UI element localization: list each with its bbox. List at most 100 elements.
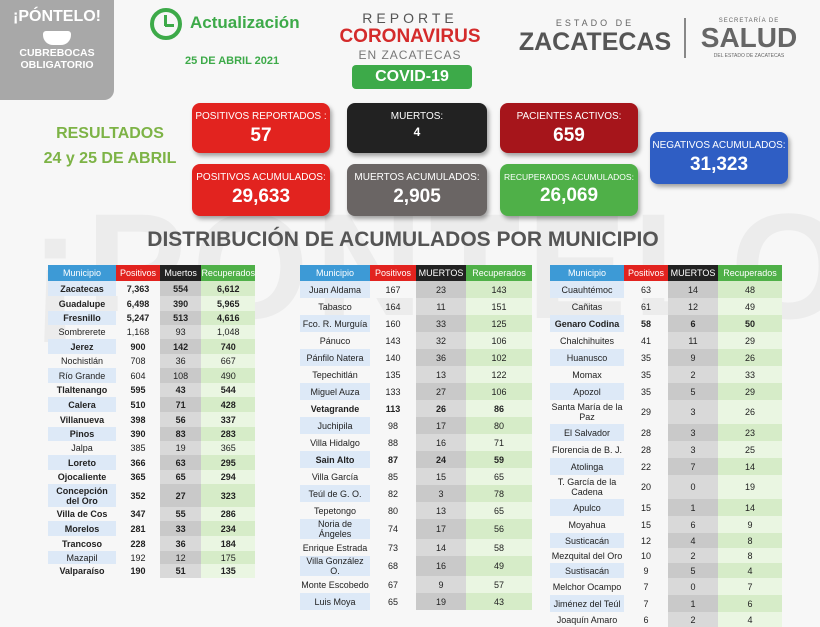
recuperados-cell: 102 (466, 349, 532, 366)
positivos-cell: 28 (640, 444, 651, 455)
muertos-cell: 1 (668, 595, 718, 612)
table-row: Tepechitlán 135 13 122 (300, 366, 532, 383)
municipio-cell: Melchor Ocampo (552, 581, 622, 592)
update-label: Actualización (190, 13, 300, 32)
muertos-cell: 51 (159, 564, 202, 578)
recuperados-cell: 135 (201, 564, 255, 578)
positivos-cell: 74 (370, 519, 416, 539)
recuperados-cell: 4 (718, 563, 782, 578)
municipio-cell: Pánuco (319, 335, 351, 346)
kpi-value: 659 (553, 125, 585, 146)
table-row: Susticacán 12 4 8 (550, 533, 782, 548)
muertos-cell: 33 (416, 315, 466, 332)
positivos-cell: 35 (640, 369, 651, 380)
estado-logo-top: ESTADO DE (555, 18, 635, 28)
salud-logo-bottom: DEL ESTADO DE ZACATECAS (713, 53, 785, 59)
positivos-cell: 68 (370, 556, 416, 576)
table-body: Juan Aldama 167 23 143 Tabasco 164 11 151 Fco. R… (300, 281, 532, 610)
positivos-cell: 708 (130, 356, 146, 366)
kpi-label: NEGATIVOS ACUMULADOS: (652, 140, 786, 151)
table-row: Pinos 390 83 283 (48, 427, 255, 441)
recuperados-cell: 56 (466, 519, 532, 539)
recuperados-cell: 323 (201, 484, 255, 507)
municipality-table-left: Municipio Positivos Muertos Recuperados … (48, 265, 255, 578)
municipality-table-mid: Municipio Positivos MUERTOS Recuperados … (300, 265, 532, 610)
table-row: Calera 510 71 428 (48, 397, 255, 412)
municipio-cell: Morelos (48, 521, 117, 536)
kpi-muertos-acumulados: MUERTOS ACUMULADOS: 2,905 (347, 164, 487, 216)
positivos-cell: 88 (387, 437, 398, 448)
positivos-cell: 385 (130, 443, 146, 453)
municipio-cell: Valparaíso (59, 566, 105, 576)
salud-logo-top: SECRETARÍA DE (718, 18, 780, 24)
badge-title: ¡PÓNTELO! (13, 8, 101, 25)
positivos-cell: 192 (116, 551, 160, 564)
recuperados-cell: 184 (201, 536, 255, 551)
municipio-cell: Tepetongo (313, 505, 357, 516)
municipio-cell: Calera (48, 397, 117, 412)
kpi-value: 2,905 (393, 186, 441, 207)
recuperados-cell: 48 (718, 281, 782, 298)
col-header-muertos: MUERTOS (416, 265, 466, 281)
muertos-cell: 2 (668, 612, 718, 627)
table-body: Cuauhtémoc 63 14 48 Cañitas 61 12 49 Genaro Codi… (550, 281, 782, 627)
municipio-cell: Miguel Auza (300, 383, 370, 400)
table-row: Villa de Cos 347 55 286 (48, 507, 255, 521)
positivos-cell: 9 (624, 563, 668, 578)
kpi-positivos-acumulados: POSITIVOS ACUMULADOS: 29,633 (192, 164, 330, 216)
table-row: Villanueva 398 56 337 (48, 412, 255, 427)
municipio-cell: Villanueva (59, 414, 105, 425)
muertos-cell: 65 (159, 470, 202, 484)
update-date: 25 DE ABRIL 2021 (185, 55, 280, 67)
table-row: Chalchihuites 41 11 29 (550, 332, 782, 349)
table-row: Genaro Codina 58 6 50 (550, 315, 782, 332)
municipio-cell: Villa de Cos (56, 509, 108, 519)
table-row: Loreto 366 63 295 (48, 455, 255, 470)
estado-logo: ZACATECAS (518, 28, 672, 56)
muertos-cell: 9 (416, 576, 466, 593)
municipio-cell: Zacatecas (48, 281, 117, 296)
kpi-value: 26,069 (539, 185, 599, 206)
table-row: Huanusco 35 9 26 (550, 349, 782, 366)
positivos-cell: 365 (130, 472, 146, 482)
positivos-cell: 67 (387, 579, 398, 590)
table-row: T. García de la Cadena 20 0 19 (550, 475, 782, 499)
positivos-cell: 398 (130, 414, 146, 425)
municipio-cell: Atolinga (550, 458, 624, 475)
muertos-cell: 24 (416, 451, 466, 468)
recuperados-cell: 8 (718, 548, 782, 563)
positivos-cell: 595 (130, 385, 146, 395)
positivos-cell: 167 (370, 281, 416, 298)
table-row: Teúl de G. O. 82 3 78 (300, 485, 532, 502)
recuperados-cell: 143 (466, 281, 532, 298)
positivos-cell: 1,168 (126, 327, 150, 337)
table-row: Sain Alto 87 24 59 (300, 451, 532, 468)
recuperados-cell: 86 (466, 400, 532, 417)
muertos-cell: 27 (416, 383, 466, 400)
table-row: Juchipila 98 17 80 (300, 417, 532, 434)
recuperados-cell: 8 (718, 533, 782, 548)
municipio-cell: Pinos (48, 427, 117, 441)
col-header-recuperados: Recuperados (718, 265, 782, 281)
positivos-cell: 41 (640, 335, 651, 346)
recuperados-cell: 1,048 (201, 325, 255, 339)
positivos-cell: 61 (640, 301, 651, 312)
table-row: Tabasco 164 11 151 (300, 298, 532, 315)
recuperados-cell: 365 (201, 441, 255, 455)
recuperados-cell: 4 (718, 612, 782, 627)
muertos-cell: 36 (416, 349, 466, 366)
recuperados-cell: 667 (201, 354, 255, 368)
table-row: Juan Aldama 167 23 143 (300, 281, 532, 298)
muertos-cell: 14 (416, 539, 466, 556)
table-row: Tepetongo 80 13 65 (300, 502, 532, 519)
muertos-cell: 2 (668, 366, 718, 383)
muertos-cell: 16 (416, 556, 466, 576)
muertos-cell: 71 (159, 397, 202, 412)
col-header-positivos: Positivos (624, 265, 668, 281)
table-row: Morelos 281 33 234 (48, 521, 255, 536)
positivos-cell: 6 (643, 614, 649, 625)
positivos-cell: 281 (116, 521, 160, 536)
kpi-pacientes-activos: PACIENTES ACTIVOS: 659 (500, 103, 638, 153)
municipio-cell: Noria de Ángeles (300, 519, 370, 539)
muertos-cell: 43 (159, 383, 202, 397)
